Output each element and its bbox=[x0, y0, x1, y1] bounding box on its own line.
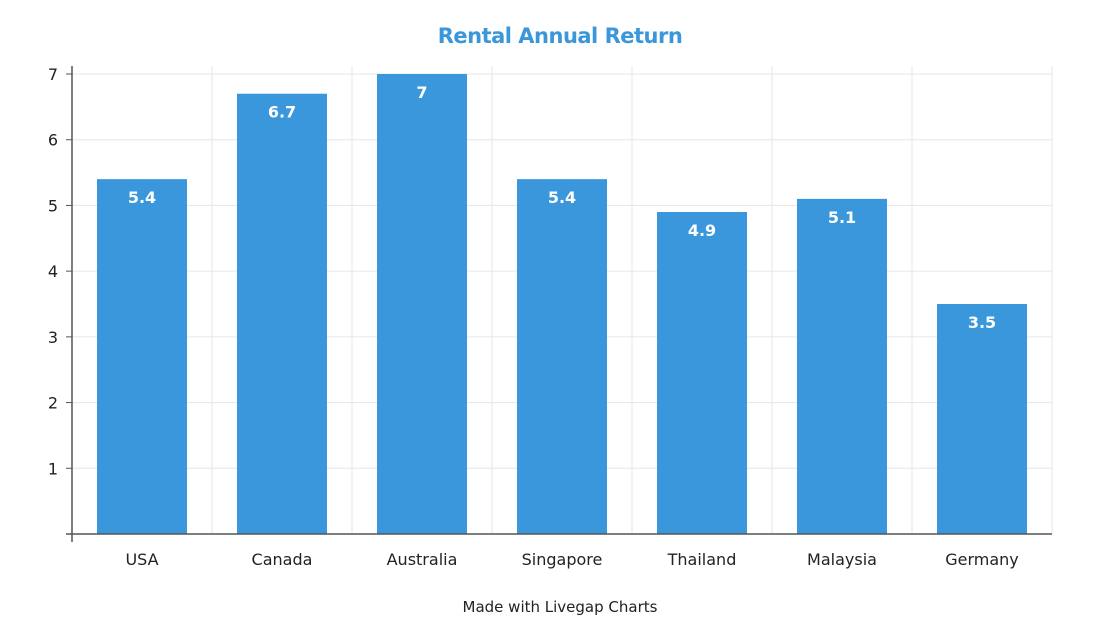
x-tick-label: USA bbox=[125, 550, 158, 569]
y-tick-label: 7 bbox=[48, 65, 58, 84]
x-tick-label: Canada bbox=[252, 550, 313, 569]
data-label: 4.9 bbox=[688, 221, 716, 240]
y-tick-label: 2 bbox=[48, 394, 58, 413]
data-label: 7 bbox=[416, 83, 427, 102]
footer-note: Made with Livegap Charts bbox=[463, 598, 658, 616]
y-tick-label: 6 bbox=[48, 131, 58, 150]
axes bbox=[66, 66, 1052, 542]
data-label: 6.7 bbox=[268, 103, 296, 122]
y-tick-label: 3 bbox=[48, 328, 58, 347]
bar-singapore bbox=[517, 179, 607, 534]
data-label: 5.4 bbox=[128, 188, 156, 207]
x-tick-label: Malaysia bbox=[807, 550, 877, 569]
y-tick-label: 5 bbox=[48, 196, 58, 215]
data-label: 5.4 bbox=[548, 188, 576, 207]
labels: 1 2 3 4 5 6 7 5.4 USA 6.7 Canada 7 Australia 5.4 Singa… bbox=[48, 65, 1019, 569]
bar-malaysia bbox=[797, 198, 887, 534]
bar-thailand bbox=[657, 212, 747, 534]
y-tick-label: 4 bbox=[48, 262, 58, 281]
x-tick-label: Australia bbox=[387, 550, 458, 569]
x-tick-label: Thailand bbox=[667, 550, 737, 569]
data-label: 5.1 bbox=[828, 208, 856, 227]
bar-australia bbox=[377, 74, 467, 534]
bar-germany bbox=[937, 304, 1027, 534]
x-tick-label: Germany bbox=[945, 550, 1019, 569]
chart-title: Rental Annual Return bbox=[438, 24, 683, 48]
bar-usa bbox=[97, 179, 187, 534]
bars bbox=[97, 74, 1027, 534]
x-tick-label: Singapore bbox=[522, 550, 603, 569]
y-tick-label: 1 bbox=[48, 459, 58, 478]
data-label: 3.5 bbox=[968, 313, 996, 332]
bar-canada bbox=[237, 93, 327, 534]
